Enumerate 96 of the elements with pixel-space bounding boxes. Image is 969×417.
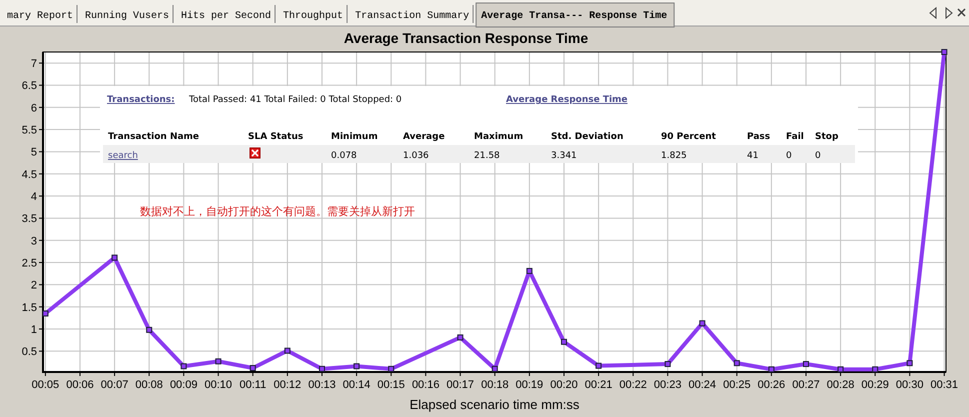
table-cell: 41 bbox=[747, 151, 758, 161]
summary-text: Total Passed: 41 Total Failed: 0 Total Stopped: 0 bbox=[189, 95, 402, 105]
x-tick-label: 00:31 bbox=[930, 379, 958, 391]
y-tick-label: 6 bbox=[30, 102, 37, 114]
x-tick-label: 00:14 bbox=[342, 379, 370, 391]
x-tick-label: 00:20 bbox=[550, 379, 578, 391]
table-header: SLA Status bbox=[248, 132, 304, 142]
table-cell: 1.036 bbox=[403, 151, 429, 161]
table-header: Minimum bbox=[331, 132, 378, 142]
x-tick-label: 00:07 bbox=[100, 379, 128, 391]
x-tick-label: 00:15 bbox=[377, 379, 405, 391]
x-tick-label: 00:11 bbox=[239, 379, 266, 391]
x-tick-label: 00:17 bbox=[446, 379, 474, 391]
x-tick-label: 00:26 bbox=[758, 379, 786, 391]
y-tick-label: 3 bbox=[30, 235, 37, 248]
point bbox=[284, 348, 290, 354]
point bbox=[146, 326, 152, 333]
tab: Running Vusers bbox=[80, 4, 174, 25]
tab: Throughput bbox=[278, 4, 348, 25]
point bbox=[560, 338, 567, 345]
table-cell: 0.078 bbox=[331, 151, 357, 161]
point bbox=[734, 360, 740, 366]
table-header: Pass bbox=[747, 132, 770, 142]
point bbox=[906, 360, 913, 366]
tab: mary Report bbox=[2, 4, 78, 25]
table-cell: 0 bbox=[786, 151, 792, 161]
table-cell: 0 bbox=[815, 151, 821, 161]
x-axis-title: Elapsed scenario time mm:ss bbox=[410, 397, 580, 412]
y-tick-label: 5.5 bbox=[22, 124, 37, 137]
point bbox=[354, 363, 360, 370]
y-tick-label: 0.5 bbox=[22, 346, 37, 358]
y-tick-label: 2.5 bbox=[22, 258, 37, 270]
point bbox=[768, 366, 774, 372]
link: Average Response Time bbox=[506, 95, 628, 105]
table-header: Std. Deviation bbox=[551, 132, 624, 142]
x-tick-label: 00:27 bbox=[792, 379, 820, 391]
y-tick-label: 6.5 bbox=[22, 80, 37, 92]
table-cell: 21.58 bbox=[474, 151, 500, 161]
x-tick-label: 00:21 bbox=[584, 379, 612, 391]
table-cell: 3.341 bbox=[551, 151, 577, 161]
point bbox=[941, 49, 948, 55]
table-header: Stop bbox=[815, 132, 838, 142]
x-tick-label: 00:24 bbox=[688, 379, 716, 391]
point bbox=[318, 366, 325, 372]
point bbox=[526, 268, 532, 274]
point bbox=[492, 366, 498, 372]
link: Transactions: bbox=[107, 95, 175, 105]
y-tick-label: 4.5 bbox=[22, 168, 37, 181]
point bbox=[457, 334, 464, 340]
point bbox=[180, 363, 187, 370]
x-tick-label: 00:10 bbox=[204, 379, 232, 391]
y-tick-label: 2 bbox=[30, 280, 37, 292]
x-tick-label: 00:19 bbox=[516, 379, 544, 391]
x-tick-label: 00:28 bbox=[826, 379, 854, 391]
y-tick-label: 7 bbox=[30, 58, 37, 70]
table-header: Average bbox=[403, 132, 445, 142]
point bbox=[388, 366, 394, 372]
x-tick-label: 00:30 bbox=[896, 379, 924, 391]
x-tick-label: 00:05 bbox=[32, 379, 60, 391]
link: search bbox=[108, 151, 138, 161]
point bbox=[838, 366, 844, 372]
x-tick-label: 00:12 bbox=[274, 379, 302, 391]
point bbox=[42, 310, 48, 316]
y-tick-label: 3.5 bbox=[22, 213, 37, 226]
point bbox=[664, 361, 671, 368]
x-tick-label: 00:23 bbox=[654, 379, 682, 391]
point bbox=[872, 366, 878, 372]
table-header: Transaction Name bbox=[108, 132, 200, 142]
x-tick-label: 00:16 bbox=[412, 379, 440, 391]
point bbox=[250, 365, 256, 372]
x-tick-label: 00:06 bbox=[66, 379, 94, 391]
y-tick-label: 4 bbox=[30, 191, 37, 204]
x-tick-label: 00:18 bbox=[481, 379, 509, 391]
table-cell: 1.825 bbox=[661, 151, 687, 161]
x-tick-label: 00:22 bbox=[619, 379, 647, 391]
annotation: 数据对不上，自动打开的这个有问题。需要关掉从新打开 bbox=[140, 205, 415, 218]
x-tick-label: 00:13 bbox=[308, 379, 336, 391]
point bbox=[215, 358, 222, 364]
table-header: Maximum bbox=[474, 132, 524, 142]
table-header: Fail bbox=[786, 132, 804, 142]
chart-title: Average Transaction Response Time bbox=[344, 30, 588, 46]
x-tick-label: 00:08 bbox=[135, 379, 163, 391]
table-header: 90 Percent bbox=[661, 132, 716, 142]
tab: Hits per Second bbox=[176, 4, 276, 25]
x-tick-label: 00:09 bbox=[170, 379, 198, 391]
point bbox=[699, 320, 706, 326]
tab: Transaction Summary bbox=[350, 4, 474, 25]
x-tick-label: 00:29 bbox=[861, 379, 889, 391]
y-tick-label: 1 bbox=[30, 324, 37, 336]
x-tick-label: 00:25 bbox=[723, 379, 751, 391]
point bbox=[596, 362, 602, 369]
tab-selected: Average Transa--- Response Time bbox=[476, 2, 675, 28]
point bbox=[112, 254, 118, 261]
y-tick-label: 5 bbox=[30, 146, 37, 159]
y-tick-label: 1.5 bbox=[22, 302, 37, 314]
point bbox=[802, 361, 809, 368]
